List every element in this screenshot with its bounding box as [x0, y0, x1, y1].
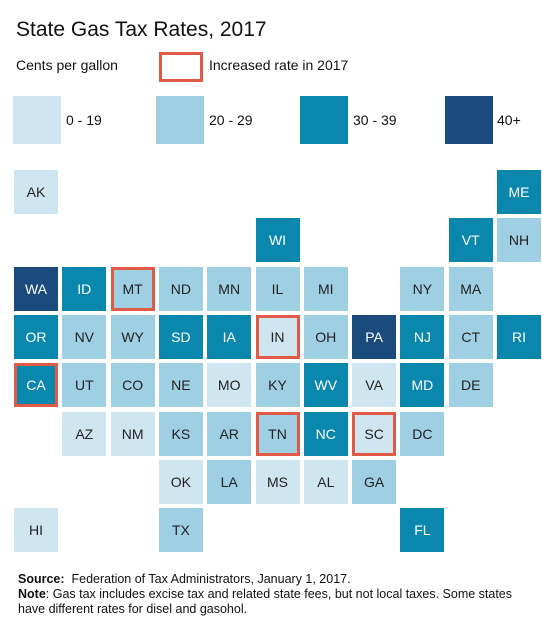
legend-swatch-40plus: [445, 96, 493, 144]
source-text: Federation of Tax Administrators, Januar…: [71, 572, 351, 586]
state-tile-ny: NY: [400, 266, 445, 311]
legend-label-20-29: 20 - 29: [209, 112, 253, 128]
state-tile-il: IL: [255, 266, 300, 311]
state-tile-id: ID: [62, 266, 107, 311]
state-tile-ok: OK: [158, 459, 203, 504]
increased-rate-label: Increased rate in 2017: [209, 57, 349, 73]
state-tile-la: LA: [207, 459, 252, 504]
state-tile-nv: NV: [62, 314, 107, 359]
state-tile-mo: MO: [207, 363, 252, 408]
state-tile-az: AZ: [62, 411, 107, 456]
state-tile-ri: RI: [497, 314, 541, 359]
chart-title: State Gas Tax Rates, 2017: [16, 18, 267, 41]
state-tile-wi: WI: [255, 218, 300, 263]
state-tile-ut: UT: [62, 363, 107, 408]
state-tile-ct: CT: [448, 314, 493, 359]
note-line: Note: Gas tax includes excise tax and re…: [18, 587, 518, 617]
legend-label-0-19: 0 - 19: [66, 112, 102, 128]
state-tile-nh: NH: [497, 218, 541, 263]
state-tile-pa: PA: [352, 314, 397, 359]
state-tile-dc: DC: [400, 411, 445, 456]
source-line: Source: Federation of Tax Administrators…: [18, 572, 518, 587]
legend-swatch-20-29: [156, 96, 204, 144]
state-tile-ms: MS: [255, 459, 300, 504]
state-tile-wy: WY: [110, 314, 155, 359]
state-tile-tx: TX: [158, 508, 203, 553]
state-tile-ga: GA: [352, 459, 397, 504]
state-tile-hi: HI: [14, 508, 58, 553]
state-tile-fl: FL: [400, 508, 445, 553]
state-tile-ks: KS: [158, 411, 203, 456]
state-tile-ia: IA: [207, 314, 252, 359]
legend-swatch-0-19: [13, 96, 61, 144]
state-tile-ma: MA: [448, 266, 493, 311]
state-tile-co: CO: [110, 363, 155, 408]
increased-rate-swatch: [159, 52, 203, 82]
state-tile-nm: NM: [110, 411, 155, 456]
chart-notes: Source: Federation of Tax Administrators…: [18, 572, 518, 617]
state-tile-sd: SD: [158, 314, 203, 359]
state-tile-me: ME: [497, 170, 541, 214]
state-tile-ne: NE: [158, 363, 203, 408]
legend-label-40plus: 40+: [497, 112, 521, 128]
state-tile-or: OR: [14, 314, 58, 359]
state-tile-wv: WV: [303, 363, 348, 408]
state-tile-ak: AK: [14, 170, 58, 214]
state-tile-ky: KY: [255, 363, 300, 408]
state-tile-tn: TN: [255, 411, 300, 456]
state-tile-oh: OH: [303, 314, 348, 359]
state-tile-mi: MI: [303, 266, 348, 311]
state-tile-mt: MT: [110, 266, 155, 311]
state-tile-de: DE: [448, 363, 493, 408]
note-text: : Gas tax includes excise tax and relate…: [18, 587, 513, 616]
state-tile-nj: NJ: [400, 314, 445, 359]
state-tile-ar: AR: [207, 411, 252, 456]
state-tile-vt: VT: [448, 218, 493, 263]
chart-subtitle: Cents per gallon: [16, 57, 118, 73]
state-tile-ca: CA: [14, 363, 58, 408]
source-label: Source:: [18, 572, 65, 586]
state-tile-nd: ND: [158, 266, 203, 311]
state-tile-nc: NC: [303, 411, 348, 456]
legend-label-30-39: 30 - 39: [353, 112, 397, 128]
note-label: Note: [18, 587, 46, 601]
state-tile-va: VA: [352, 363, 397, 408]
state-tile-al: AL: [303, 459, 348, 504]
legend-swatch-30-39: [300, 96, 348, 144]
state-tile-in: IN: [255, 314, 300, 359]
state-tile-sc: SC: [352, 411, 397, 456]
state-tile-wa: WA: [14, 266, 58, 311]
state-tile-mn: MN: [207, 266, 252, 311]
state-tile-md: MD: [400, 363, 445, 408]
